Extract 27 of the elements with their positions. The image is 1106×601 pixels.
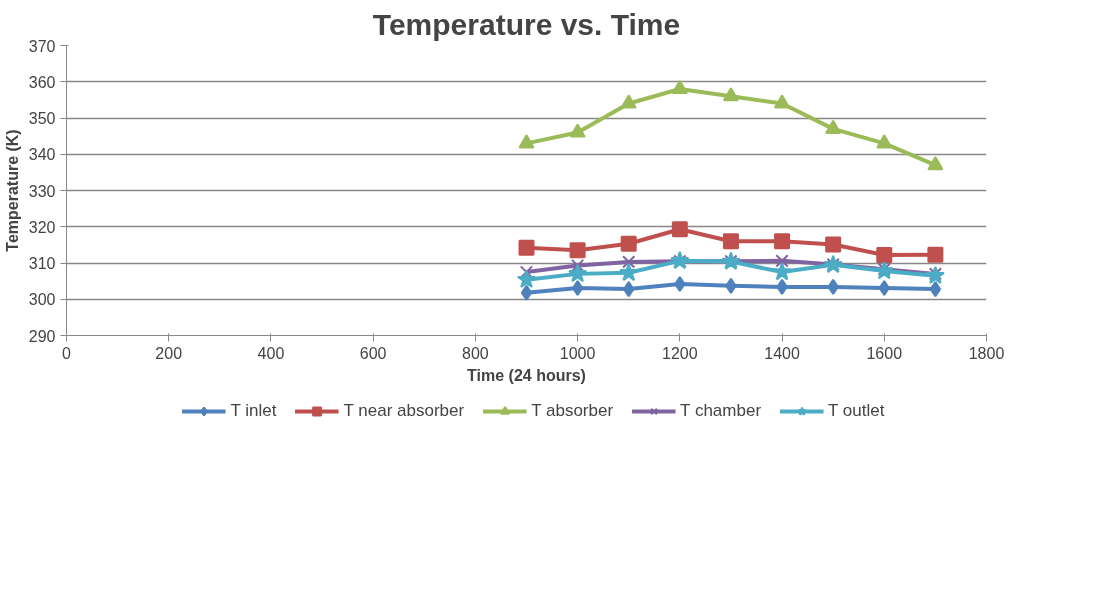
y-tick-label: 320 xyxy=(28,218,56,236)
legend-label: T chamber xyxy=(680,401,762,421)
x-tick-label: 0 xyxy=(62,344,72,362)
y-axis-title: Temperature (K) xyxy=(3,129,21,252)
x-axis-title: Time (24 hours) xyxy=(467,366,586,384)
y-tick-label: 300 xyxy=(28,291,56,309)
y-tick-label: 360 xyxy=(28,73,56,91)
chart-title: Temperature vs. Time xyxy=(372,7,681,41)
legend-label: T absorber xyxy=(531,401,614,421)
legend-label: T outlet xyxy=(828,401,885,421)
y-tick-label: 350 xyxy=(28,110,56,127)
y-tick-label: 330 xyxy=(28,182,56,200)
x-tick-label: 1200 xyxy=(662,344,698,362)
y-tick-label: 310 xyxy=(28,255,56,272)
x-tick-label: 1400 xyxy=(764,344,800,362)
x-tick-label: 200 xyxy=(155,344,183,362)
y-tick-label: 340 xyxy=(28,146,56,164)
y-tick-label: 290 xyxy=(28,327,56,345)
y-tick-label: 370 xyxy=(28,37,56,55)
x-tick-label: 1000 xyxy=(559,344,596,362)
x-tick-label: 400 xyxy=(257,344,285,362)
legend-label: T inlet xyxy=(230,401,277,421)
x-tick-label: 1800 xyxy=(968,344,1005,362)
legend-label: T near absorber xyxy=(343,401,465,421)
x-tick-label: 1600 xyxy=(866,344,903,362)
x-tick-label: 800 xyxy=(462,344,489,362)
x-tick-label: 600 xyxy=(359,344,387,362)
